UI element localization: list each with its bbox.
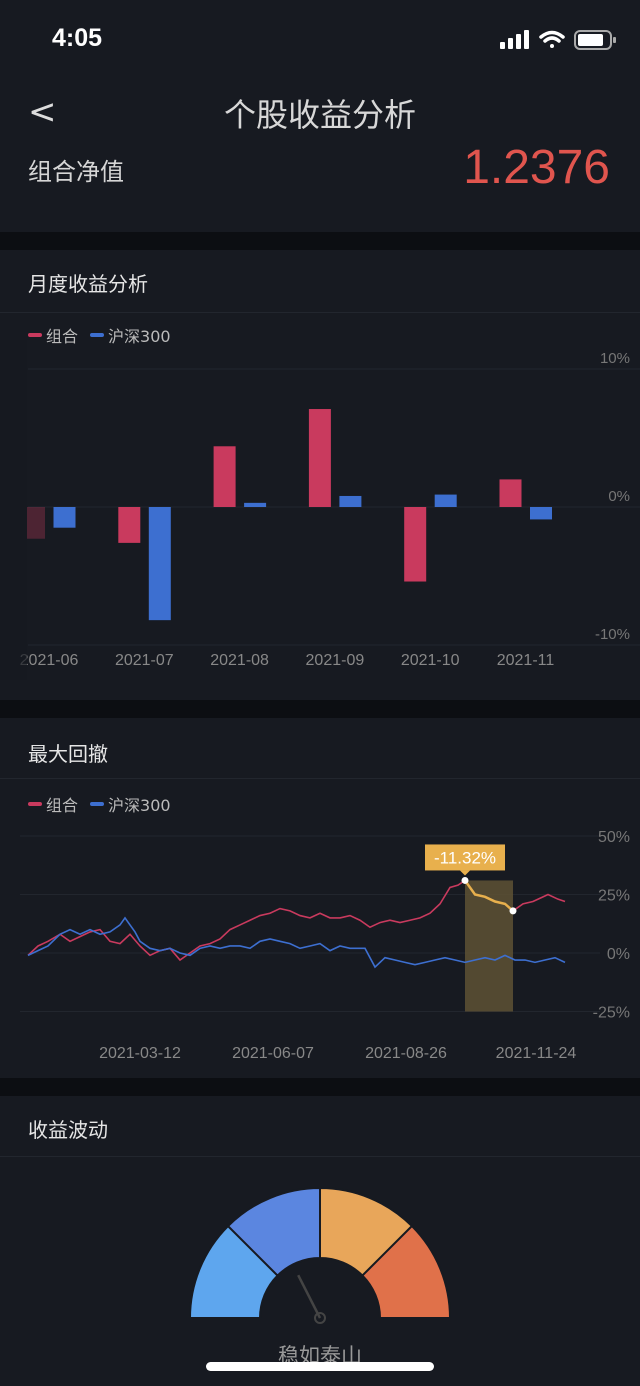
drawdown-card: 最大回撤 组合 沪深300 50% 25% 0% -25% -11.32% 2021-03…	[0, 718, 640, 1078]
x-tick-label: 2021-10	[401, 652, 460, 669]
bar-portfolio	[27, 507, 45, 539]
drawdown-legend: 组合 沪深300	[28, 792, 179, 816]
wifi-icon	[539, 30, 565, 48]
y-tick-label: 0%	[607, 946, 630, 963]
y-tick-label: -25%	[593, 1005, 630, 1022]
x-tick-label: 2021-08-26	[365, 1045, 447, 1062]
monthly-card: 月度收益分析 组合 沪深300 10% 0% -10% 2021-06 2021-07 2…	[0, 250, 640, 700]
legend-portfolio[interactable]: 组合	[28, 323, 78, 347]
x-tick-label: 2021-06-07	[232, 1045, 314, 1062]
y-tick-label: 50%	[598, 829, 630, 846]
x-tick-label: 2021-07	[115, 652, 174, 669]
divider	[0, 1156, 640, 1157]
bar-benchmark	[244, 502, 267, 507]
drawdown-title: 最大回撤	[28, 742, 108, 766]
legend-benchmark[interactable]: 沪深300	[90, 792, 171, 816]
bar-benchmark	[339, 495, 362, 507]
divider	[0, 312, 640, 313]
x-tick-label: 2021-09	[306, 652, 365, 669]
volatility-title: 收益波动	[28, 1118, 108, 1142]
bars	[27, 409, 552, 621]
legend-benchmark[interactable]: 沪深300	[90, 323, 171, 347]
battery-icon	[574, 30, 616, 50]
drawdown-line	[463, 879, 514, 912]
signal-icon	[500, 30, 529, 49]
page-title: 个股收益分析	[223, 96, 416, 134]
monthly-legend: 组合 沪深300	[28, 323, 179, 347]
line-benchmark	[27, 916, 566, 969]
legend-portfolio[interactable]: 组合	[28, 792, 78, 816]
y-tick-label: 0%	[608, 488, 630, 505]
drawdown-label: -11.32%	[434, 848, 496, 867]
fade-mask	[0, 340, 27, 680]
drawdown-label-bg	[425, 844, 505, 871]
gauge-segment	[361, 1224, 452, 1319]
back-button[interactable]: <	[28, 92, 57, 132]
drawdown-region	[465, 880, 513, 1012]
status-bar: 4:05	[0, 0, 640, 80]
x-tick-label: 2021-06	[20, 652, 79, 669]
bar-benchmark	[434, 494, 457, 507]
gauge-needle-pivot	[314, 1312, 326, 1324]
gauge-needle	[297, 1274, 322, 1319]
y-tick-label: -10%	[595, 626, 630, 643]
bar-benchmark	[530, 507, 552, 520]
legend-label: 沪深300	[108, 796, 171, 815]
volatility-gauge	[188, 1186, 452, 1324]
y-tick-label: 25%	[598, 888, 630, 905]
legend-label: 组合	[46, 327, 79, 346]
monthly-title: 月度收益分析	[28, 272, 148, 296]
home-indicator[interactable]	[206, 1362, 434, 1371]
status-time: 4:05	[52, 24, 103, 52]
volatility-card: 收益波动	[0, 1096, 640, 1386]
x-tick-label: 2021-11-24	[496, 1045, 577, 1062]
bar-portfolio	[499, 479, 522, 507]
y-tick-label: 10%	[600, 350, 630, 367]
bar-portfolio	[308, 409, 331, 507]
bar-portfolio	[404, 507, 427, 582]
status-icons	[500, 30, 616, 50]
x-tick-label: 2021-03-12	[99, 1045, 181, 1062]
bar-portfolio	[118, 507, 141, 543]
drawdown-peak-point	[461, 876, 469, 884]
legend-label: 沪深300	[108, 327, 171, 346]
divider	[0, 778, 640, 779]
net-value-label: 组合净值	[28, 158, 124, 186]
bar-benchmark	[53, 507, 76, 528]
x-tick-label: 2021-08	[210, 652, 269, 669]
bar-portfolio	[213, 446, 236, 507]
monthly-bar-chart: 10% 0% -10% 2021-06 2021-07 2021-08 2021-09 202…	[0, 340, 640, 680]
bar-benchmark	[148, 507, 171, 621]
legend-label: 组合	[46, 796, 79, 815]
drawdown-label-pointer	[460, 870, 470, 876]
x-tick-label: 2021-11	[497, 652, 555, 669]
drawdown-trough-point	[509, 907, 517, 915]
net-value: 1.2376	[463, 141, 610, 194]
drawdown-line-chart: 50% 25% 0% -25% -11.32% 2021-03-12 2021-06-07 2…	[20, 829, 630, 1062]
